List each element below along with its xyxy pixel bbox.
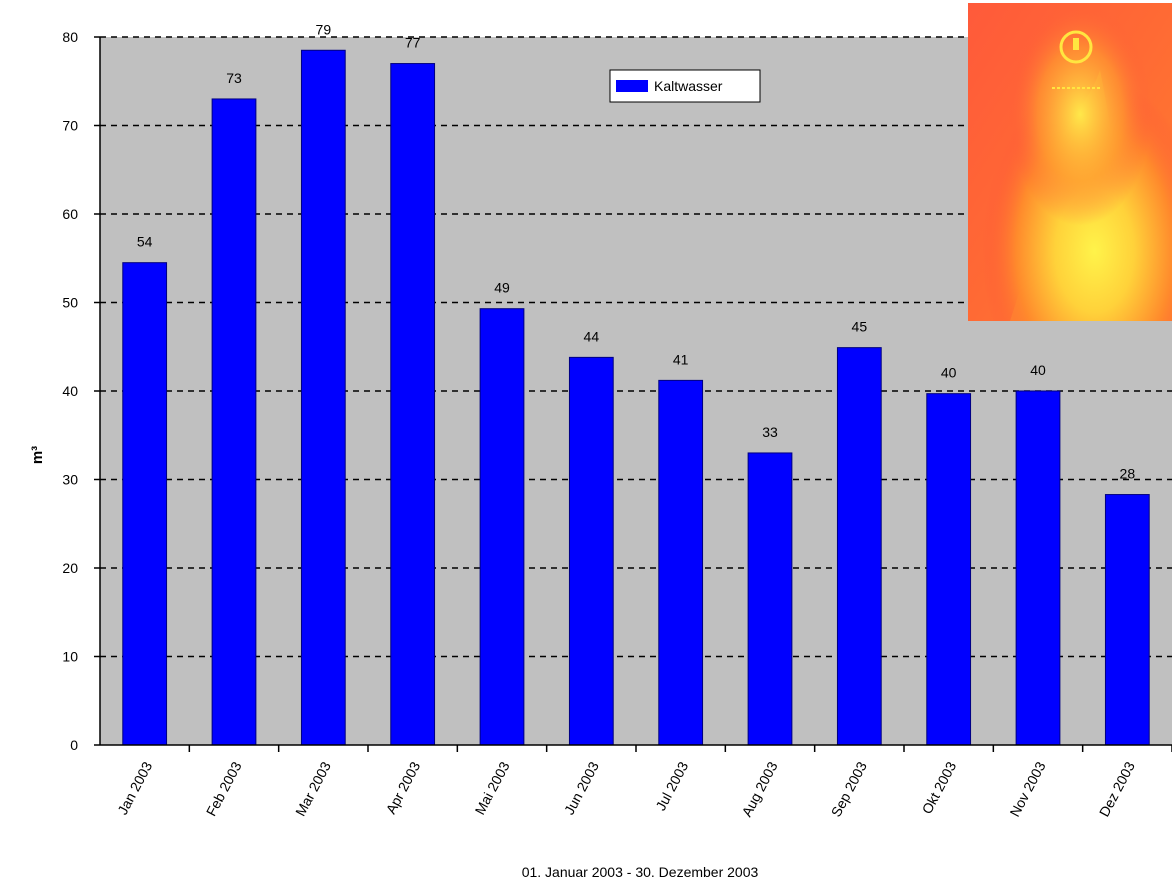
bar: [479, 308, 525, 746]
bar: [211, 98, 257, 746]
x-tick-label: Dez 2003: [1096, 759, 1138, 820]
x-tick-label: Sep 2003: [828, 759, 870, 820]
x-tick-label: Okt 2003: [919, 759, 960, 817]
flame-image: [968, 3, 1172, 321]
y-tick-label: 80: [62, 29, 78, 45]
x-tick-label: Feb 2003: [203, 759, 245, 819]
bar: [568, 356, 614, 746]
bar: [122, 262, 168, 746]
data-label: 49: [494, 280, 510, 296]
data-label: 45: [852, 319, 868, 335]
data-label: 41: [673, 351, 689, 367]
bars: [122, 49, 1150, 746]
y-tick-label: 60: [62, 206, 78, 222]
bar: [300, 49, 346, 746]
y-tick-label: 10: [62, 649, 78, 665]
bar: [1104, 494, 1150, 746]
bar: [1015, 390, 1061, 746]
data-label: 28: [1120, 466, 1136, 482]
x-tick-label: Jun 2003: [561, 759, 602, 818]
legend-label: Kaltwasser: [654, 78, 723, 94]
x-tick-label: Mai 2003: [471, 759, 512, 818]
data-label: 40: [941, 365, 957, 381]
x-tick-label: Nov 2003: [1006, 759, 1048, 820]
bar: [747, 452, 793, 746]
data-label: 44: [584, 328, 600, 344]
data-label: 54: [137, 234, 153, 250]
x-tick-label: Jan 2003: [114, 759, 155, 818]
y-tick-label: 20: [62, 560, 78, 576]
legend: Kaltwasser: [609, 69, 761, 103]
data-label: 33: [762, 424, 778, 440]
y-tick-label: 70: [62, 118, 78, 134]
data-labels: 54 73 79 77 49 44 41 33 45 40 40 28: [137, 21, 1135, 481]
y-tick-label: 30: [62, 472, 78, 488]
data-label: 79: [316, 21, 332, 37]
bar: [390, 63, 436, 746]
x-tick-label: Aug 2003: [738, 759, 780, 820]
legend-swatch: [616, 80, 648, 92]
y-tick-label: 40: [62, 383, 78, 399]
bar: [836, 347, 882, 746]
x-tick-label: Jul 2003: [652, 759, 691, 813]
y-axis-title: m³: [29, 446, 46, 464]
bar: [926, 393, 972, 746]
data-label: 73: [226, 70, 242, 86]
bar: [658, 379, 704, 746]
x-tick-label: Mar 2003: [292, 759, 334, 819]
x-tick-label: Apr 2003: [383, 759, 424, 817]
data-label: 40: [1030, 362, 1046, 378]
data-label: 77: [405, 35, 421, 51]
x-axis-title: 01. Januar 2003 - 30. Dezember 2003: [522, 864, 759, 880]
y-tick-label: 50: [62, 295, 78, 311]
y-tick-label: 0: [70, 737, 78, 753]
